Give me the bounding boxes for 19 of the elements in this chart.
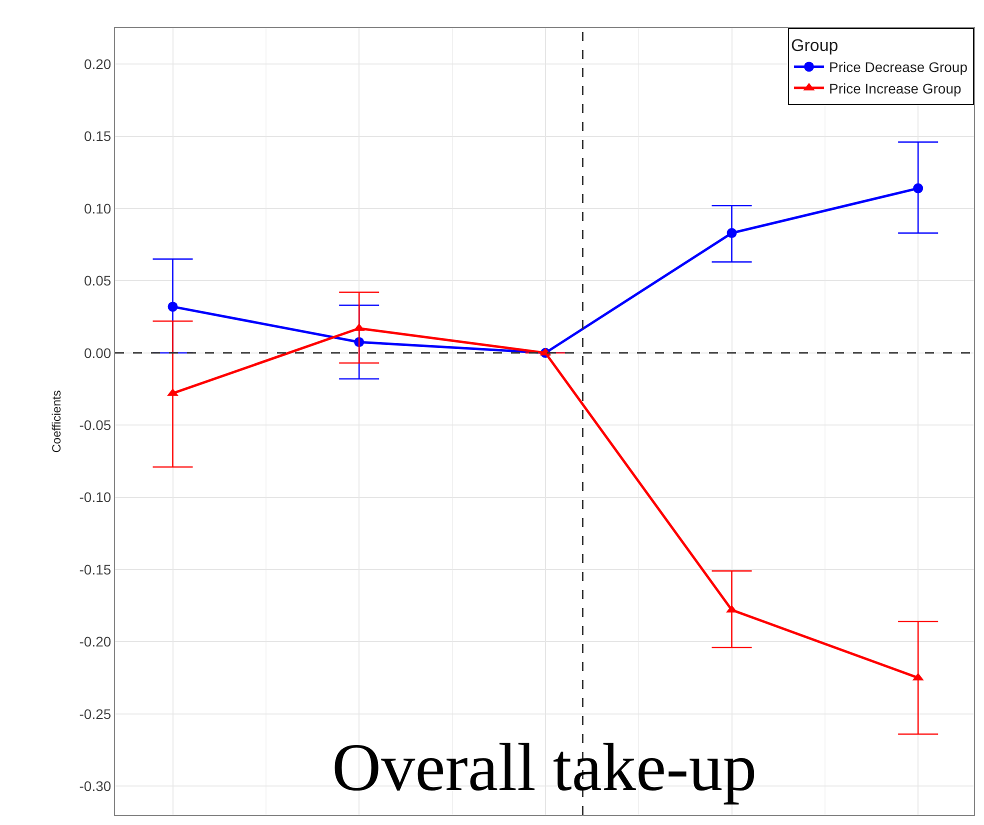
y-tick-label: 0.20: [84, 56, 112, 72]
legend-label: Price Decrease Group: [829, 59, 968, 76]
y-tick-label: -0.10: [79, 489, 112, 506]
y-tick-label: -0.25: [79, 706, 112, 722]
y-tick-label: 0.00: [84, 344, 112, 361]
point: [168, 302, 178, 312]
y-tick-label: -0.20: [79, 634, 112, 650]
y-axis-title: Coefficients: [50, 390, 64, 453]
annotation: Overall take-up: [332, 729, 757, 805]
point: [913, 183, 924, 194]
legend-label: Price Increase Group: [829, 80, 962, 96]
y-tick-label: 0.05: [84, 272, 112, 289]
y-tick-label: -0.30: [79, 778, 112, 794]
y-tick-label: -0.05: [79, 417, 112, 434]
point: [726, 228, 737, 238]
legend-title: Group: [791, 36, 838, 56]
y-tick-label: -0.15: [79, 561, 112, 578]
y-tick-label: 0.15: [84, 128, 112, 144]
y-tick-label: 0.10: [84, 200, 112, 216]
